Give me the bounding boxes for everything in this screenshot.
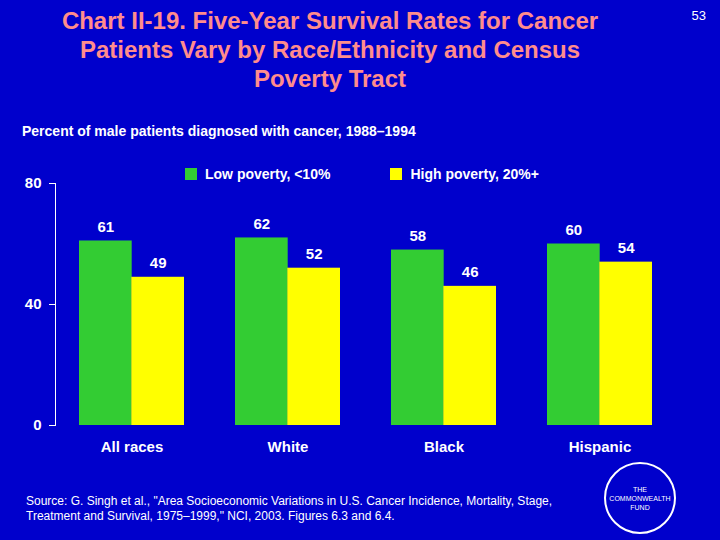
svg-text:80: 80 <box>25 174 42 191</box>
svg-text:Black: Black <box>424 438 465 455</box>
svg-text:60: 60 <box>565 221 582 238</box>
svg-text:61: 61 <box>97 218 114 235</box>
html-text:Chart II-19. Five-Year Surviva: Chart II-19. Five-Year Survival Rates fo… <box>61 7 599 92</box>
html-text:High poverty, 20%+: High poverty, 20%+ <box>410 166 539 182</box>
html-text:THE COMMONWEALTH FUND: THE COMMONWEALTH FUND <box>609 485 671 511</box>
svg-text:40: 40 <box>25 295 42 312</box>
svg-text:Hispanic: Hispanic <box>569 438 632 455</box>
html-text:Low poverty, <10%: Low poverty, <10% <box>205 166 331 182</box>
svg-text:0: 0 <box>33 416 41 433</box>
svg-text:62: 62 <box>253 215 270 232</box>
svg-text:All races: All races <box>101 438 164 455</box>
svg-text:49: 49 <box>150 254 167 271</box>
svg-text:52: 52 <box>306 245 323 262</box>
svg-text:46: 46 <box>462 263 479 280</box>
html-text:53: 53 <box>691 8 706 23</box>
svg-text:58: 58 <box>409 227 426 244</box>
html-text:Percent of male patients diagn: Percent of male patients diagnosed with … <box>22 123 416 139</box>
html-text:Source: G. Singh et al., "Area: Source: G. Singh et al., "Area Socioecon… <box>26 494 553 523</box>
svg-text:White: White <box>268 438 309 455</box>
svg-text:54: 54 <box>618 239 635 256</box>
